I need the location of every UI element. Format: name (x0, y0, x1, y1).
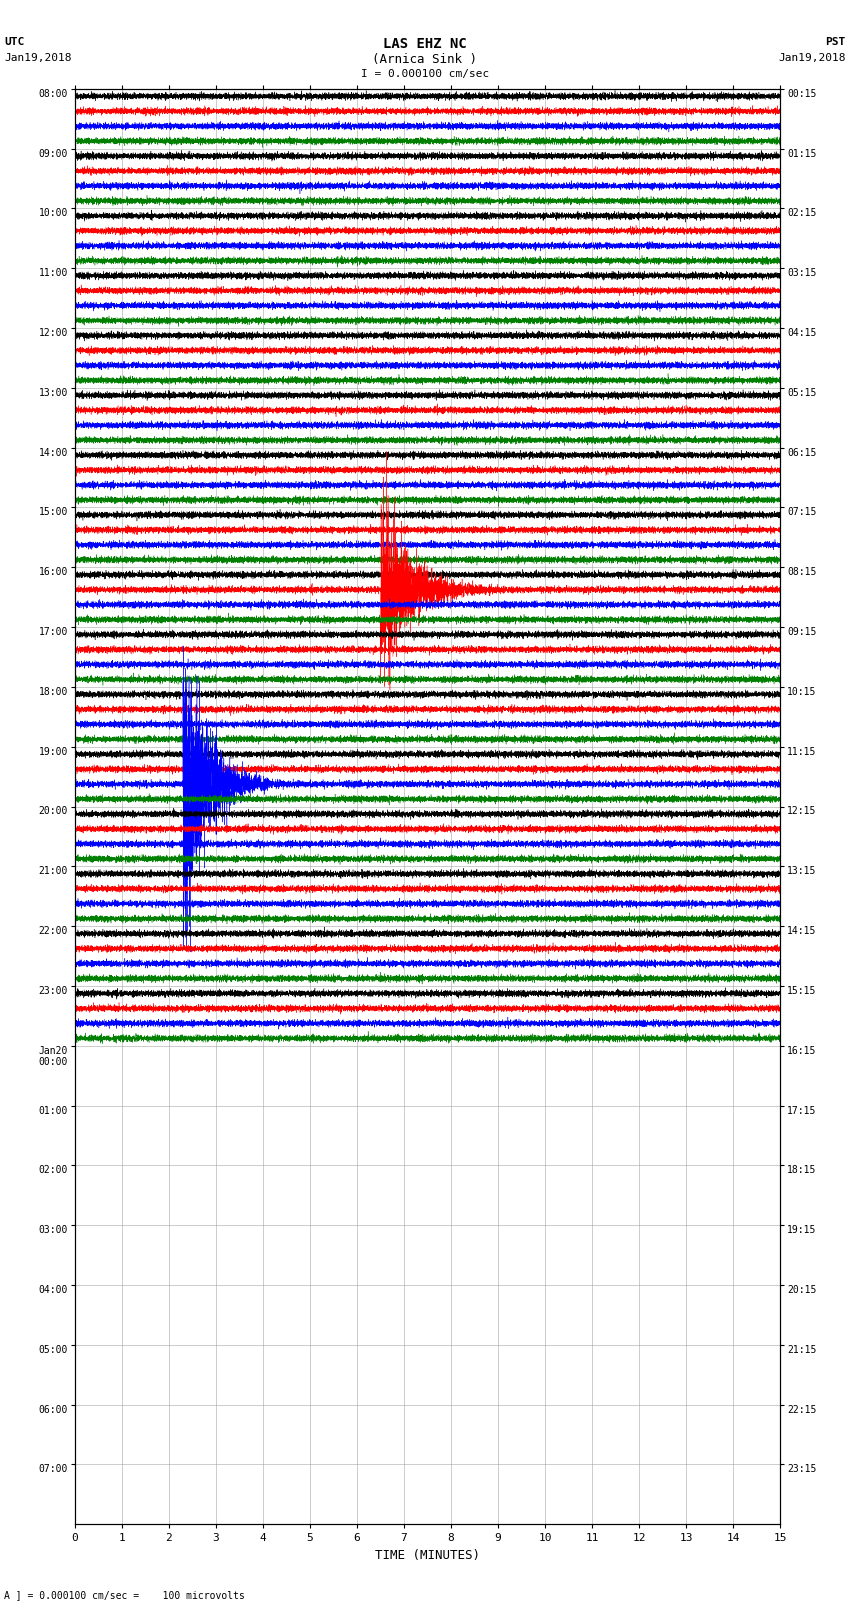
Text: I = 0.000100 cm/sec: I = 0.000100 cm/sec (361, 69, 489, 79)
Text: (Arnica Sink ): (Arnica Sink ) (372, 53, 478, 66)
Text: Jan19,2018: Jan19,2018 (779, 53, 846, 63)
Text: Jan19,2018: Jan19,2018 (4, 53, 71, 63)
Text: A ] = 0.000100 cm/sec =    100 microvolts: A ] = 0.000100 cm/sec = 100 microvolts (4, 1590, 245, 1600)
X-axis label: TIME (MINUTES): TIME (MINUTES) (375, 1548, 480, 1561)
Text: LAS EHZ NC: LAS EHZ NC (383, 37, 467, 52)
Text: UTC: UTC (4, 37, 25, 47)
Text: PST: PST (825, 37, 846, 47)
